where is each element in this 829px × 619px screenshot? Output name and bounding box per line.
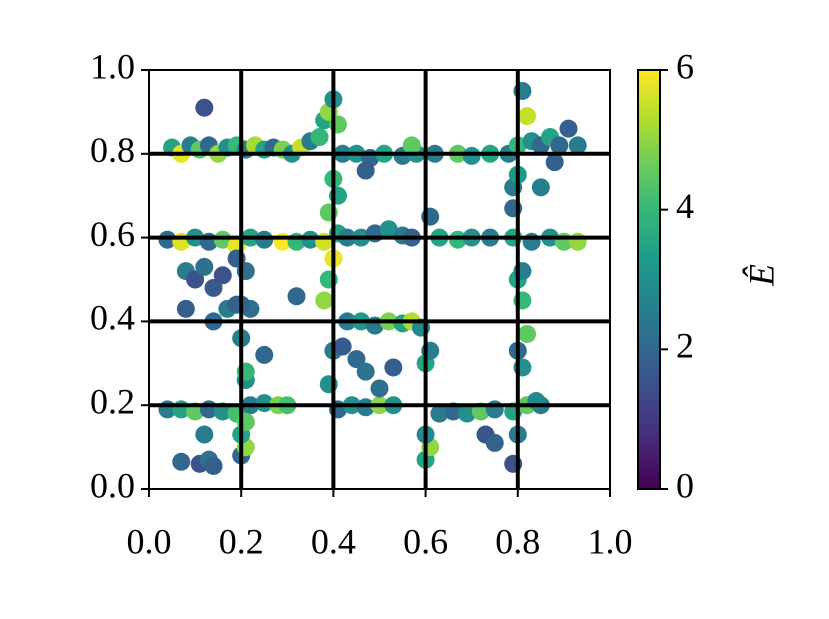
scatter-point [310,128,329,147]
scatter-point [568,136,587,155]
scatter-point [356,398,375,417]
scatter-point [172,452,191,471]
x-tick-label: 1.0 [588,521,633,561]
x-tick-label: 0.8 [495,521,540,561]
scatter-point [370,379,389,398]
scatter-point [186,270,205,289]
scatter-point [518,107,537,126]
scatter-point [384,358,403,377]
scatter-point [485,433,504,452]
scatter-point [531,178,550,197]
scatter-point [195,257,214,276]
x-tick-label: 0.6 [403,521,448,561]
scatter-point [568,232,587,251]
y-tick-label: 0.4 [90,298,135,338]
colorbar-tick-label: 6 [676,46,694,86]
scatter-point [448,230,467,249]
scatter-point [315,291,334,310]
y-tick-label: 1.0 [90,46,135,86]
scatter-point [458,404,477,423]
scatter-point [485,400,504,419]
scatter-point [356,362,375,381]
scatter-point [287,287,306,306]
scatter-point [379,220,398,239]
scatter-point [559,119,578,138]
scatter-point [301,230,320,249]
colorbar-tick-label: 0 [676,465,694,505]
scatter-point [204,456,223,475]
scatter-point [255,230,274,249]
plot-area [149,70,610,489]
y-tick-label: 0.0 [90,465,135,505]
scatter-point [333,337,352,356]
scatter-point [522,232,541,251]
scatter-point [462,146,481,165]
colorbar-label: Ê [741,264,781,287]
colorbar [637,69,661,490]
scatter-point [255,394,274,413]
scatter-point [518,324,537,343]
scatter-point [176,299,195,318]
scatter-point [204,278,223,297]
scatter-point [158,230,177,249]
y-tick-label: 0.6 [90,214,135,254]
x-tick-label: 0.0 [127,521,172,561]
scatter-point [550,136,569,155]
x-tick-label: 0.4 [311,521,356,561]
scatter-point [195,425,214,444]
y-tick-label: 0.8 [90,130,135,170]
scatter-point [195,98,214,117]
y-tick-label: 0.2 [90,381,135,421]
scatter-point [402,136,421,155]
colorbar-tick-label: 2 [676,326,694,366]
axes-frame [148,69,611,490]
scatter-point [213,230,232,249]
scatter-point [527,392,546,411]
scatter-point [347,350,366,369]
scatter-point [255,345,274,364]
scatter-point [545,153,564,172]
scatter-point [356,161,375,180]
x-tick-label: 0.2 [219,521,264,561]
scatter-point [430,404,449,423]
scatter-point [213,266,232,285]
colorbar-tick-label: 4 [676,186,694,226]
